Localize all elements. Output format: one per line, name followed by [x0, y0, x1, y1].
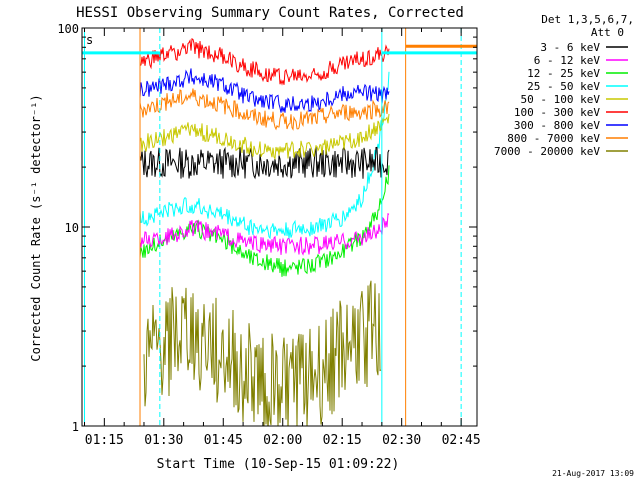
series-line-300-800-kev — [139, 68, 390, 113]
series-line-25-50-kev — [139, 71, 390, 240]
x-tick-label: 01:15 — [85, 433, 124, 448]
legend-label-6-12-kev: 6 - 12 keV — [534, 54, 601, 67]
legend-label-7000-20000-kev: 7000 - 20000 keV — [494, 145, 600, 158]
series-line-100-300-kev — [139, 37, 390, 86]
legend-label-50-100-kev: 50 - 100 keV — [521, 93, 601, 106]
x-axis-label: Start Time (10-Sep-15 01:09:22) — [157, 457, 400, 472]
y-tick-label: 1 — [72, 420, 79, 434]
legend-label-800-7000-kev: 800 - 7000 keV — [507, 132, 600, 145]
series-layer — [139, 37, 390, 426]
x-tick-label: 02:45 — [442, 433, 481, 448]
x-axis: 01:15 01:30 01:45 02:00 02:15 02:30 02:45 — [84, 28, 481, 448]
y-tick-label: 10 — [65, 221, 79, 235]
series-line-3-6-kev — [139, 145, 390, 180]
y-axis-label: Corrected Count Rate (s⁻¹ detector⁻¹) — [29, 94, 43, 361]
legend-header-line-1: Det 1,3,5,6,7, — [541, 13, 634, 26]
saa-flag-label: s — [86, 33, 93, 47]
legend-header-line-2: Att 0 — [591, 26, 624, 39]
x-tick-label: 01:30 — [144, 433, 183, 448]
legend-label-100-300-kev: 100 - 300 keV — [514, 106, 600, 119]
legend-label-25-50-kev: 25 - 50 keV — [527, 80, 600, 93]
plot-frame — [81, 27, 478, 427]
x-tick-label: 02:30 — [382, 433, 421, 448]
chart-title: HESSI Observing Summary Count Rates, Cor… — [76, 5, 464, 21]
series-line-50-100-kev — [139, 113, 390, 161]
series-line-6-12-kev — [139, 213, 390, 256]
legend-label-12-25-kev: 12 - 25 keV — [527, 67, 600, 80]
x-tick-label: 02:00 — [263, 433, 302, 448]
footer-date: 21-Aug-2017 13:09 — [552, 469, 634, 478]
legend-label-3-6-kev: 3 - 6 keV — [540, 41, 600, 54]
series-line-7000-20000-kev — [143, 280, 382, 426]
series-line-800-7000-kev — [139, 88, 390, 131]
legend-label-300-800-kev: 300 - 800 keV — [514, 119, 600, 132]
series-line-12-25-kev — [139, 165, 390, 277]
y-axis: 1 10 100 — [57, 22, 477, 434]
x-tick-label: 02:15 — [323, 433, 362, 448]
y-tick-label: 100 — [57, 22, 79, 36]
flag-markers: s — [82, 28, 477, 426]
x-tick-label: 01:45 — [204, 433, 243, 448]
